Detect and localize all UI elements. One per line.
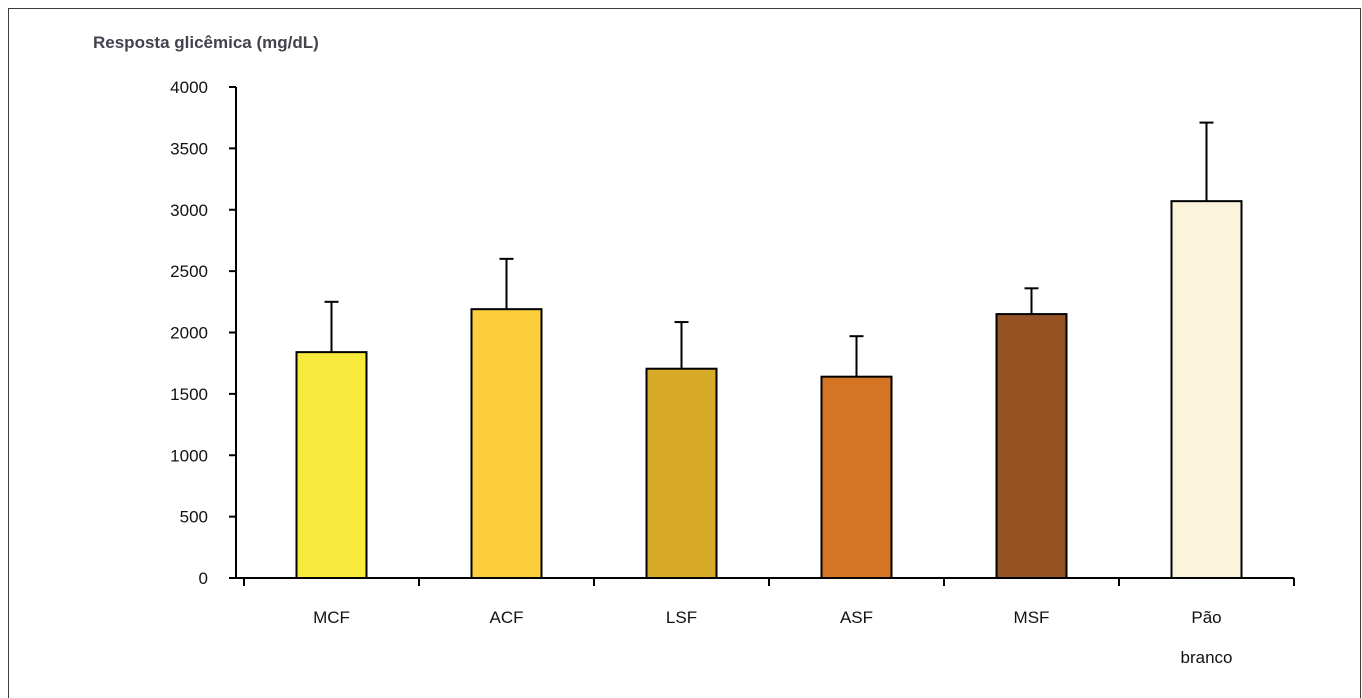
y-axis: 0 500 1000 1500 2000 2500 3000 3500 4000 <box>170 78 237 588</box>
x-tick-label: Pão <box>1191 608 1221 627</box>
y-tick-label: 1500 <box>170 385 208 404</box>
bar-chart: Resposta glicêmica (mg/dL) 0 500 1000 1500 2… <box>93 33 1295 667</box>
x-tick-label: MSF <box>1014 608 1050 627</box>
bar <box>470 308 543 579</box>
x-axis: MCF ACF LSF ASF MSF Pão branco <box>236 577 1295 667</box>
y-tick-label: 4000 <box>170 78 208 97</box>
y-tick-label: 1000 <box>170 446 208 465</box>
y-tick-label: 3000 <box>170 201 208 220</box>
x-tick-label: ACF <box>490 608 524 627</box>
y-tick-label: 2000 <box>170 324 208 343</box>
bar <box>295 351 368 580</box>
y-tick-label: 3500 <box>170 139 208 158</box>
chart-frame <box>8 8 1361 698</box>
y-tick-label: 0 <box>199 569 208 588</box>
y-tick-label: 500 <box>180 508 208 527</box>
x-tick-label: LSF <box>666 608 697 627</box>
error-bars-group <box>324 121 1214 377</box>
bars-group <box>295 200 1243 580</box>
x-tick-label: branco <box>1181 648 1233 667</box>
x-tick-label: MCF <box>313 608 350 627</box>
bar <box>645 367 718 579</box>
y-tick-label: 2500 <box>170 262 208 281</box>
bar <box>820 375 893 579</box>
bar <box>1170 200 1243 579</box>
x-tick-label: ASF <box>840 608 873 627</box>
y-axis-title: Resposta glicêmica (mg/dL) <box>93 33 319 52</box>
bar <box>995 313 1068 579</box>
